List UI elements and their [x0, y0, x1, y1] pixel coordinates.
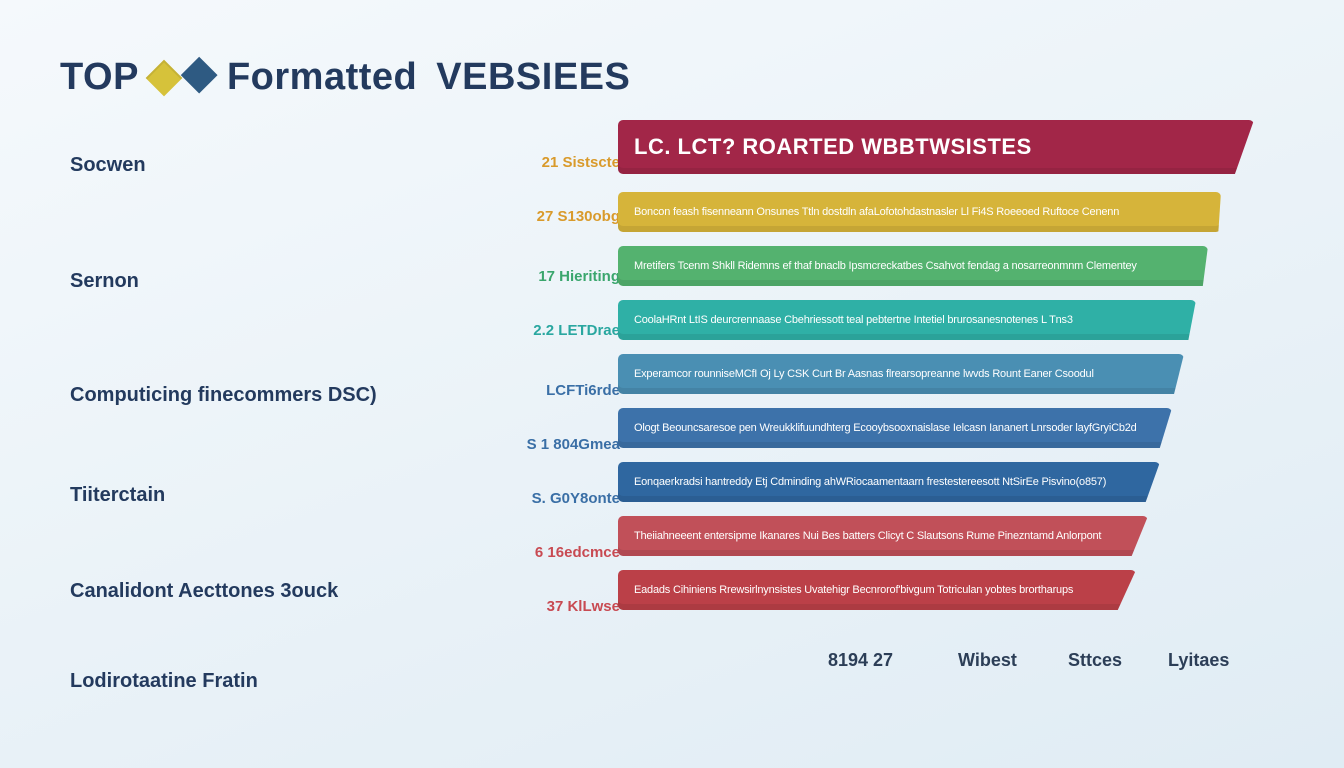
value-label: 37 KlLwse	[547, 598, 620, 615]
funnel-row: Mretifers Tcenm Shkll Ridemns ef thaf bn…	[618, 246, 1208, 286]
diamond-icon-1	[146, 59, 183, 96]
category-label: Socwen	[70, 154, 146, 177]
axis-tick: Sttces	[1068, 650, 1122, 671]
funnel-row: Eonqaerkradsi hantreddy Etj Cdminding ah…	[618, 462, 1160, 502]
title-right-b: VEBSIEES	[436, 56, 630, 98]
funnel-row: Theiiahneeent entersipme Ikanares Nui Be…	[618, 516, 1148, 556]
value-label: 21 Sistscte	[542, 154, 620, 171]
funnel-header: LC. LCT? ROARTED WBBTWSISTES	[618, 120, 1254, 174]
value-label: LCFTi6rde	[546, 382, 620, 399]
axis-tick: Lyitaes	[1168, 650, 1229, 671]
axis-tick: 8194 27	[828, 650, 893, 671]
value-label: S 1 804Gmea	[527, 436, 620, 453]
value-label: 2.2 LETDrae	[533, 322, 620, 339]
diamond-icon-2	[181, 56, 218, 93]
funnel-row: CoolaHRnt LtIS deurcrennaase Cbehriessot…	[618, 300, 1196, 340]
funnel-row: Boncon feash fisenneann Onsunes Ttln dos…	[618, 192, 1221, 232]
category-label: Lodirotaatine Fratin	[70, 670, 258, 693]
category-label: Sernon	[70, 270, 139, 293]
funnel-row: Ologt Beouncsaresoe pen Wreukklifuundhte…	[618, 408, 1172, 448]
value-label: 27 S130obg	[537, 208, 620, 225]
category-label: Computicing finecommers DSC)	[70, 384, 377, 407]
title-right: Formatted VEBSIEES	[227, 56, 630, 99]
axis-tick: Wibest	[958, 650, 1017, 671]
title-right-a: Formatted	[227, 56, 417, 98]
value-label: 6 16edcmce	[535, 544, 620, 561]
funnel-row: Eadads Cihiniens Rrewsirlnynsistes Uvate…	[618, 570, 1136, 610]
funnel-chart: LC. LCT? ROARTED WBBTWSISTES Boncon feash…	[618, 120, 1254, 640]
category-label: Canalidont Aecttones 3ouck	[70, 580, 338, 603]
value-label: S. G0Y8onte	[532, 490, 620, 507]
value-label: 17 Hieriting	[538, 268, 620, 285]
category-label: Tiiterctain	[70, 484, 165, 507]
page-title: TOP Formatted VEBSIEES	[60, 56, 630, 99]
title-left: TOP	[60, 56, 139, 99]
funnel-row: Experamcor rounniseMCfI Oj Ly CSK Curt B…	[618, 354, 1184, 394]
